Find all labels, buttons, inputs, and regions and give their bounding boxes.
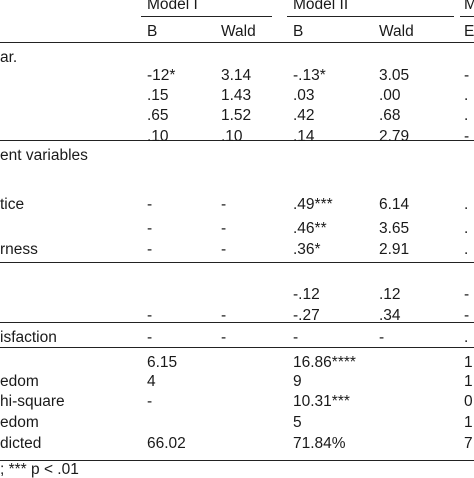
model-1-wald: - xyxy=(221,196,227,213)
model-3-header: M xyxy=(464,0,474,13)
model-3-b: - xyxy=(464,67,470,84)
row-label: edom xyxy=(0,414,39,431)
header-bottom-rule xyxy=(0,42,474,43)
model-2-b: .46** xyxy=(293,220,327,237)
model-2-b: -.27 xyxy=(293,307,320,324)
model-3-b: . xyxy=(464,87,469,104)
model-2-b: .36* xyxy=(293,241,321,258)
model-2-header: Model II xyxy=(293,0,349,13)
model-1-b: -12* xyxy=(147,67,176,84)
section-rule-2 xyxy=(0,262,474,263)
row-label: rness xyxy=(0,241,38,258)
model-2-b: -.12 xyxy=(293,286,320,303)
model-2-b: - xyxy=(293,329,299,346)
model-3-b: . xyxy=(464,241,469,258)
header-underline-model-1 xyxy=(141,16,272,17)
model-3-b: - xyxy=(464,307,470,324)
model-1-b: .15 xyxy=(147,87,169,104)
model-1-b: - xyxy=(147,196,153,213)
model-2-wald: - xyxy=(379,329,385,346)
row-label: isfaction xyxy=(0,329,57,346)
model-1-wald: - xyxy=(221,241,227,258)
model-1-b: - xyxy=(147,241,153,258)
model-2-b: .49*** xyxy=(293,196,333,213)
model-3-b: . xyxy=(464,220,469,237)
model-1-b: - xyxy=(147,393,153,410)
model-1-b: .10 xyxy=(147,128,169,145)
sub-header-b-2: B xyxy=(293,23,304,40)
model-3-b: 1 xyxy=(464,373,473,390)
row-label: dicted xyxy=(0,435,42,452)
section-rule-1 xyxy=(0,140,474,141)
model-2-b: 16.86**** xyxy=(293,354,356,371)
model-2-wald: 3.05 xyxy=(379,67,410,84)
model-2-b: 9 xyxy=(293,373,302,390)
model-1-b: - xyxy=(147,307,153,324)
model-2-wald: 2.79 xyxy=(379,128,410,145)
model-2-wald: 6.14 xyxy=(379,196,410,213)
sub-header-b-1: B xyxy=(147,23,158,40)
header-underline-model-3 xyxy=(460,16,474,17)
model-2-b: -.13* xyxy=(293,67,326,84)
model-3-b: - xyxy=(464,286,470,303)
row-label: ent variables xyxy=(0,147,88,164)
row-label: hi-square xyxy=(0,393,65,410)
model-2-wald: .68 xyxy=(379,107,401,124)
model-2-wald: 3.65 xyxy=(379,220,410,237)
model-1-b: - xyxy=(147,220,153,237)
model-2-wald: .00 xyxy=(379,87,401,104)
model-1-b: - xyxy=(147,329,153,346)
model-3-b: - xyxy=(464,128,470,145)
model-2-b: 5 xyxy=(293,414,302,431)
row-label: ar. xyxy=(0,49,18,66)
model-1-b: .65 xyxy=(147,107,169,124)
header-underline-model-2 xyxy=(287,16,454,17)
model-1-wald: - xyxy=(221,220,227,237)
model-2-b: .03 xyxy=(293,87,315,104)
model-1-b: 66.02 xyxy=(147,435,186,452)
model-3-b: 7 xyxy=(464,435,473,452)
model-1-wald: .10 xyxy=(221,128,243,145)
model-1-header: Model I xyxy=(147,0,198,13)
footnote: ; *** p < .01 xyxy=(0,461,79,478)
model-1-wald: 3.14 xyxy=(221,67,252,84)
model-3-b: . xyxy=(464,329,469,346)
model-3-b: 1 xyxy=(464,414,473,431)
row-label: tice xyxy=(0,196,25,213)
sub-header-b-3: E xyxy=(464,23,474,40)
model-1-b: 6.15 xyxy=(147,354,178,371)
model-3-b: . xyxy=(464,196,469,213)
section-rule-4 xyxy=(0,347,474,348)
model-2-wald: .12 xyxy=(379,286,401,303)
section-rule-3 xyxy=(0,322,474,323)
model-1-wald: 1.43 xyxy=(221,87,252,104)
sub-header-wald-1: Wald xyxy=(221,23,256,40)
section-rule-5 xyxy=(0,460,474,461)
model-1-wald: 1.52 xyxy=(221,107,252,124)
model-1-wald: - xyxy=(221,307,227,324)
model-1-wald: - xyxy=(221,329,227,346)
model-2-b: 71.84% xyxy=(293,435,346,452)
model-3-b: 1 xyxy=(464,354,473,371)
model-3-b: . xyxy=(464,107,469,124)
model-2-b: .14 xyxy=(293,128,315,145)
model-2-wald: 2.91 xyxy=(379,241,410,258)
sub-header-wald-2: Wald xyxy=(379,23,414,40)
model-2-b: .42 xyxy=(293,107,315,124)
row-label: edom xyxy=(0,373,39,390)
model-2-wald: .34 xyxy=(379,307,401,324)
model-3-b: 0 xyxy=(464,393,473,410)
model-2-b: 10.31*** xyxy=(293,393,350,410)
model-1-b: 4 xyxy=(147,373,156,390)
